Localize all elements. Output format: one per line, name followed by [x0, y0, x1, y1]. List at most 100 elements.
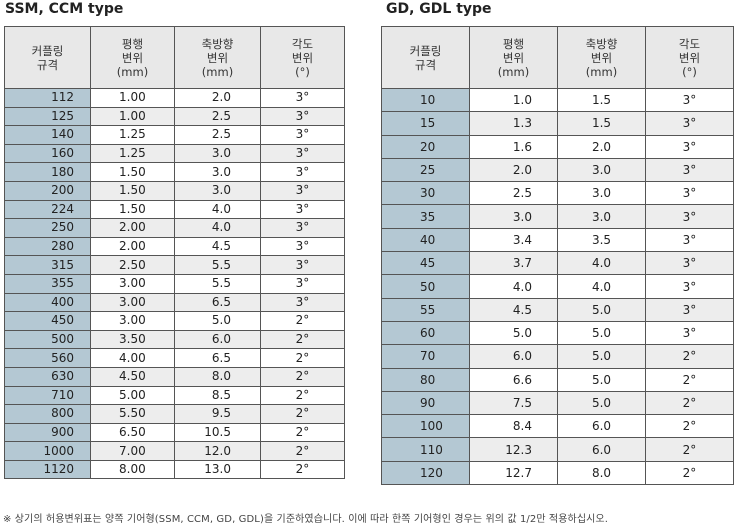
table-row: 10 1.0 1.5 3° [381, 87, 734, 113]
cell-angular: 3° [645, 251, 734, 276]
table-row: 30 2.5 3.0 3° [381, 181, 734, 206]
table-row: 60 5.0 5.0 3° [381, 320, 734, 346]
cell-angular: 2° [645, 437, 734, 462]
cell-angular: 3° [645, 134, 734, 159]
cell-angular: 3° [645, 227, 734, 253]
cell-coupling-size: 200 [4, 180, 91, 201]
cell-axial: 3.0 [557, 204, 646, 229]
table-row: 355 3.00 5.5 3° [4, 273, 345, 294]
cell-angular: 2° [260, 459, 345, 480]
header-line: 변위 [502, 50, 525, 65]
header-line: 평행 [121, 36, 144, 51]
cell-angular: 3° [260, 292, 345, 313]
cell-coupling-size: 224 [4, 199, 91, 220]
cell-parallel: 4.50 [90, 366, 175, 387]
cell-coupling-size: 500 [4, 329, 91, 350]
table-row: 400 3.00 6.5 3° [4, 292, 345, 313]
cell-angular: 2° [260, 311, 345, 331]
cell-axial: 2.0 [174, 88, 261, 108]
cell-parallel: 3.7 [469, 251, 558, 276]
cell-axial: 3.0 [174, 180, 261, 201]
cell-axial: 3.0 [174, 143, 261, 164]
cell-axial: 6.5 [174, 292, 261, 313]
header-line: 각도 [678, 36, 701, 51]
table-row: 110 12.3 6.0 2° [381, 437, 734, 462]
cell-coupling-size: 180 [4, 162, 91, 182]
cell-parallel: 1.3 [469, 111, 558, 136]
cell-angular: 3° [260, 106, 345, 127]
cell-coupling-size: 45 [381, 251, 470, 276]
header-line: 변위 [590, 50, 613, 65]
cell-axial: 5.0 [557, 297, 646, 322]
header-angular-displacement: 각도 변위 (°) [260, 26, 345, 89]
table-header-row: 커플링 규격 평행 변위 (mm) 축방향 변위 (mm) 각도 변위 (°) [4, 26, 345, 89]
cell-angular: 2° [260, 385, 345, 406]
cell-coupling-size: 100 [381, 414, 470, 439]
header-line: 변위 [121, 50, 144, 65]
cell-parallel: 3.00 [90, 292, 175, 313]
cell-angular: 3° [260, 180, 345, 201]
cell-parallel: 6.50 [90, 422, 175, 443]
cell-axial: 1.5 [557, 87, 646, 113]
footnote: ※ 상기의 허용변위표는 양쪽 기어형(SSM, CCM, GD, GDL)을 … [3, 514, 608, 525]
header-line: (mm) [116, 64, 149, 79]
cell-coupling-size: 60 [381, 320, 470, 346]
cell-coupling-size: 250 [4, 218, 91, 238]
header-axial-displacement: 축방향 변위 (mm) [174, 26, 261, 89]
cell-axial: 5.5 [174, 255, 261, 275]
header-angular-displacement: 각도 변위 (°) [645, 26, 734, 89]
cell-axial: 2.5 [174, 106, 261, 127]
header-line: 축방향 [201, 36, 234, 51]
cell-angular: 2° [260, 348, 345, 368]
cell-parallel: 4.5 [469, 297, 558, 322]
cell-axial: 5.0 [557, 367, 646, 392]
cell-parallel: 12.7 [469, 460, 558, 486]
cell-parallel: 1.50 [90, 180, 175, 201]
header-line: 커플링 [409, 43, 442, 58]
cell-axial: 3.0 [557, 157, 646, 183]
cell-axial: 4.0 [557, 251, 646, 276]
cell-parallel: 3.4 [469, 227, 558, 253]
header-line: 변위 [206, 50, 229, 65]
cell-axial: 3.5 [557, 227, 646, 253]
displacement-table-gd-gdl: 커플링 규격 평행 변위 (mm) 축방향 변위 (mm) 각도 변위 (°) … [381, 26, 734, 486]
cell-coupling-size: 50 [381, 274, 470, 299]
cell-angular: 2° [645, 344, 734, 369]
table-title-gd-gdl: GD, GDL type [386, 1, 492, 17]
cell-parallel: 5.00 [90, 385, 175, 406]
cell-coupling-size: 1120 [4, 459, 91, 480]
table-row: 450 3.00 5.0 2° [4, 311, 345, 331]
table-row: 35 3.0 3.0 3° [381, 204, 734, 229]
table-body: 112 1.00 2.0 3° 125 1.00 2.5 3° 140 1.25 2.5 3° 160 1… [4, 88, 345, 480]
cell-axial: 8.5 [174, 385, 261, 406]
cell-angular: 3° [260, 199, 345, 220]
cell-axial: 2.5 [174, 125, 261, 145]
header-line: (mm) [201, 64, 234, 79]
cell-parallel: 1.25 [90, 125, 175, 145]
cell-coupling-size: 40 [381, 227, 470, 253]
cell-coupling-size: 630 [4, 366, 91, 387]
cell-coupling-size: 10 [381, 87, 470, 113]
header-line: 규격 [36, 57, 59, 72]
cell-axial: 6.0 [557, 437, 646, 462]
cell-angular: 2° [645, 414, 734, 439]
cell-coupling-size: 400 [4, 292, 91, 313]
cell-coupling-size: 900 [4, 422, 91, 443]
cell-coupling-size: 560 [4, 348, 91, 368]
table-row: 40 3.4 3.5 3° [381, 227, 734, 253]
table-row: 900 6.50 10.5 2° [4, 422, 345, 443]
cell-axial: 6.0 [557, 414, 646, 439]
cell-axial: 5.0 [557, 344, 646, 369]
table-body: 10 1.0 1.5 3° 15 1.3 1.5 3° 20 1.6 2.0 3° 25 2.0 3.0 3°… [381, 87, 734, 486]
cell-parallel: 4.00 [90, 348, 175, 368]
cell-coupling-size: 710 [4, 385, 91, 406]
cell-axial: 12.0 [174, 441, 261, 461]
cell-angular: 3° [260, 125, 345, 145]
header-parallel-displacement: 평행 변위 (mm) [469, 26, 558, 89]
header-line: 축방향 [585, 36, 618, 51]
cell-coupling-size: 280 [4, 236, 91, 257]
table-row: 280 2.00 4.5 3° [4, 236, 345, 257]
table-row: 70 6.0 5.0 2° [381, 344, 734, 369]
table-row: 630 4.50 8.0 2° [4, 366, 345, 387]
header-coupling-size: 커플링 규격 [4, 26, 91, 89]
